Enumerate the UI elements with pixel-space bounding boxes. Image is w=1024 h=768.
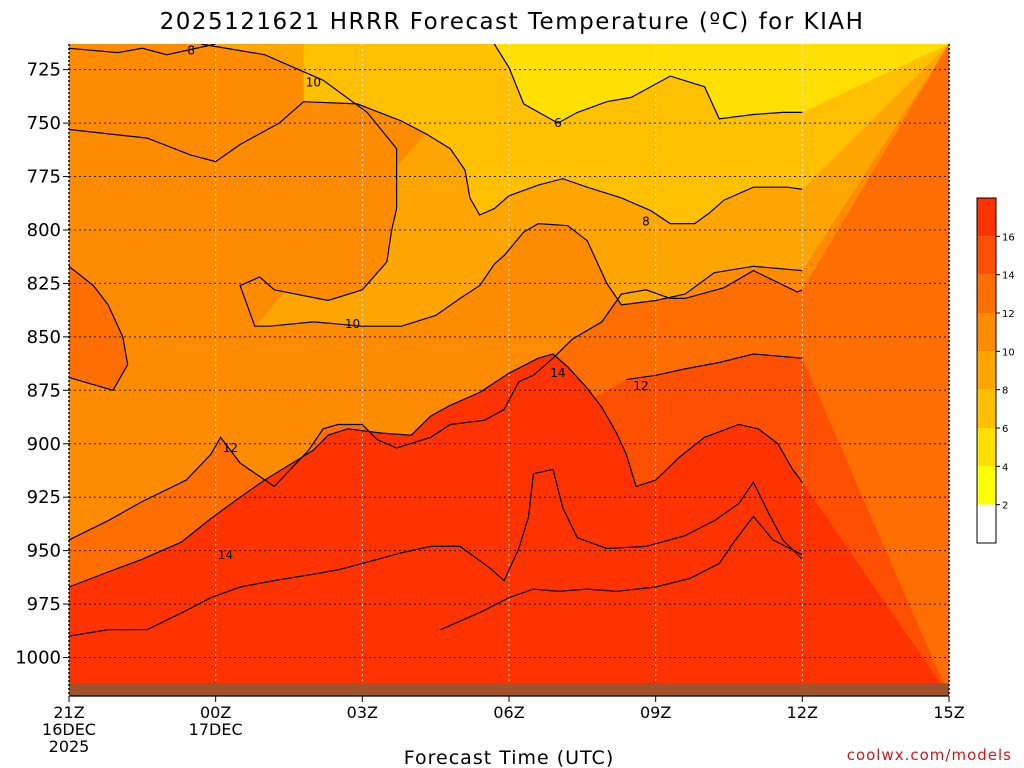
isotherm-label-2: 6	[554, 116, 562, 130]
isotherm-label-1: 10	[306, 75, 321, 89]
x-tick-label-21Z: 21Z 16DEC 2025	[42, 703, 96, 756]
isotherm-10-3	[200, 44, 803, 327]
y-tick-label-775: 775	[27, 167, 61, 188]
y-tick-label-850: 850	[27, 327, 61, 348]
x-tick-label-12Z: 12Z	[787, 703, 818, 722]
x-tick-label-09Z: 09Z	[640, 703, 671, 722]
ground-surface	[69, 683, 949, 696]
isotherm-12-6	[626, 353, 803, 381]
x-axis-label: Forecast Time (UTC)	[404, 747, 614, 768]
x-tick-line-21Z-1: 16DEC	[42, 720, 96, 739]
isotherm-label-4: 10	[345, 317, 360, 331]
colorbar-swatch-1	[977, 236, 996, 275]
colorbar-swatch-6	[977, 428, 996, 467]
isotherm-labels: 8 10 6 8 10 14 12 12 14	[187, 43, 650, 562]
plot-area: 8 10 6 8 10 14 12 12 14	[69, 43, 949, 696]
y-tick-label-925: 925	[27, 487, 61, 508]
colorbar-swatch-7	[977, 466, 996, 505]
colorbar-label-16: 16	[1002, 232, 1015, 243]
colorbar-label-12: 12	[1002, 309, 1015, 320]
credit-link[interactable]: coolwx.com/models	[847, 746, 1012, 764]
x-tick-line-21Z-0: 21Z	[53, 703, 84, 722]
isotherm-6-0	[493, 44, 803, 124]
y-tick-label-875: 875	[27, 380, 61, 401]
isotherm-lines	[69, 44, 803, 637]
x-tick-line-09Z-0: 09Z	[640, 703, 671, 722]
colorbar-swatch-5	[977, 389, 996, 428]
colorbar-label-4: 4	[1002, 462, 1008, 473]
y-tick-label-825: 825	[27, 273, 61, 294]
colorbar-label-10: 10	[1002, 347, 1015, 358]
colorbar-label-2: 2	[1002, 501, 1008, 512]
isotherm-label-3: 8	[642, 214, 650, 228]
isotherm-label-0: 8	[187, 43, 195, 57]
colorbar-swatch-8	[977, 504, 996, 543]
isotherm-18-9	[440, 515, 803, 631]
x-tick-label-06Z: 06Z	[493, 703, 524, 722]
colorbar-label-6: 6	[1002, 424, 1008, 435]
x-tick-line-00Z-1: 17DEC	[189, 720, 243, 739]
y-tick-label-725: 725	[27, 60, 61, 81]
isotherm-label-6: 12	[633, 379, 648, 393]
y-tick-label-950: 950	[27, 541, 61, 562]
band-10-12-pocket	[69, 44, 426, 327]
isotherm-12-4	[69, 265, 129, 392]
x-tick-line-06Z-0: 06Z	[493, 703, 524, 722]
x-tick-line-00Z-0: 00Z	[200, 703, 231, 722]
ground-layer	[69, 683, 949, 696]
isotherm-label-8: 14	[218, 548, 233, 562]
colorbar-label-8: 8	[1002, 386, 1008, 397]
color-legend: 2 4 6 8 10 12 14 16	[976, 197, 1015, 544]
y-tick-label-800: 800	[27, 220, 61, 241]
colorbar-swatch-2	[977, 274, 996, 313]
colorbar-frame	[976, 197, 997, 544]
x-tick-line-12Z-0: 12Z	[787, 703, 818, 722]
isotherm-16-8	[69, 468, 803, 637]
y-tick-label-750: 750	[27, 113, 61, 134]
grid-lines	[69, 44, 949, 696]
x-tick-line-21Z-2: 2025	[49, 737, 90, 756]
y-tick-label-975: 975	[27, 594, 61, 615]
isotherm-label-7: 12	[223, 441, 238, 455]
isotherm-8-2	[69, 101, 803, 225]
y-tick-label-900: 900	[27, 434, 61, 455]
isotherm-8-1	[69, 44, 216, 56]
x-tick-line-15Z-0: 15Z	[933, 703, 964, 722]
band-12-14-blob	[69, 266, 128, 391]
isotherm-label-5: 14	[550, 366, 565, 380]
x-tick-label-00Z: 00Z 17DEC	[189, 703, 243, 739]
colorbar-swatch-0	[977, 198, 996, 237]
colorbar-label-14: 14	[1002, 271, 1015, 282]
colorbar-swatch-3	[977, 313, 996, 352]
chart-title: 2025121621 HRRR Forecast Temperature (ºC…	[160, 9, 865, 35]
y-axis-ticks: 725 750 775 800 825 850 875 900 925 950 975 1000	[15, 60, 69, 669]
x-tick-label-15Z: 15Z	[933, 703, 964, 722]
y-tick-label-1000: 1000	[15, 648, 61, 669]
band-4-6	[494, 44, 949, 124]
x-tick-label-03Z: 03Z	[347, 703, 378, 722]
isotherm-12-5	[69, 269, 803, 541]
colorbar-swatch-4	[977, 351, 996, 390]
x-tick-line-03Z-0: 03Z	[347, 703, 378, 722]
x-axis-ticks: 21Z 16DEC 2025 00Z 17DEC 03Z 06Z 09Z 12Z 15Z	[42, 696, 965, 756]
isotherm-14-7	[69, 353, 803, 588]
